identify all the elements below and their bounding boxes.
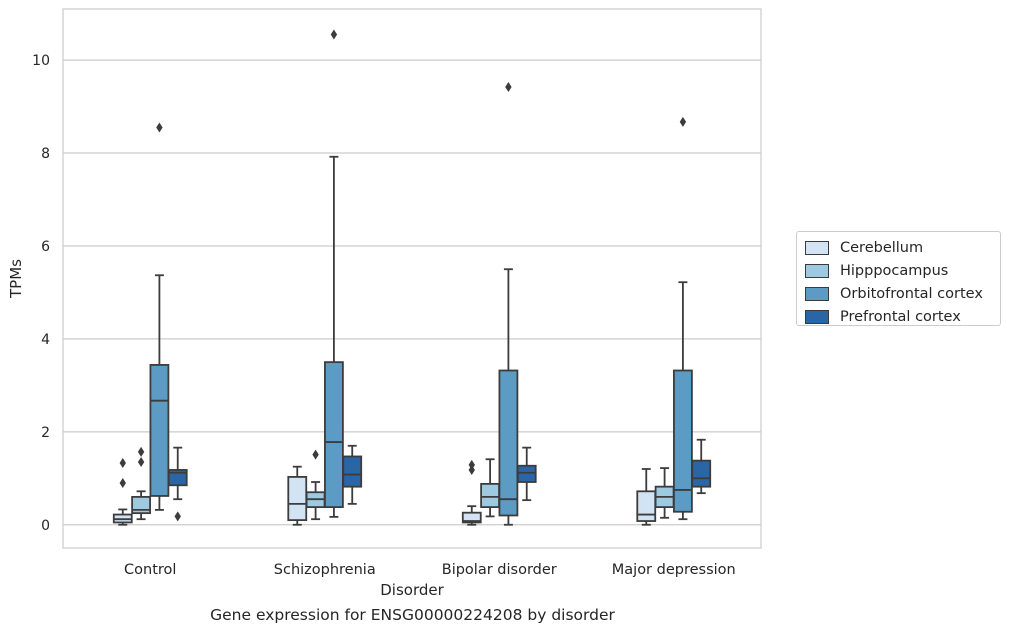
- box-2-3: [516, 446, 537, 502]
- box-iqr: [691, 459, 712, 488]
- legend-swatch: [805, 263, 829, 278]
- y-tick-label: 4: [41, 332, 50, 348]
- box-0-0: [112, 457, 133, 526]
- legend-label: Prefrontal cortex: [840, 308, 961, 325]
- legend-item: Hipppocampus: [805, 259, 1000, 282]
- outlier-point: [156, 122, 163, 133]
- legend-item: Orbitofrontal cortex: [805, 282, 1000, 305]
- box-3-1: [654, 467, 675, 519]
- box-1-1: [305, 449, 326, 521]
- outlier-point: [137, 446, 145, 457]
- y-axis-label: TPMs: [7, 259, 25, 299]
- outlier-point: [119, 477, 126, 488]
- y-tick-label: 0: [41, 518, 50, 534]
- box-0-2: [149, 122, 170, 511]
- x-tick-label: Major depression: [612, 562, 736, 578]
- box-iqr: [342, 455, 363, 488]
- box-3-0: [636, 468, 657, 526]
- box-2-2: [498, 82, 519, 526]
- box-1-0: [287, 465, 308, 526]
- legend-label: Orbitofrontal cortex: [840, 285, 983, 302]
- box-iqr: [516, 464, 537, 483]
- legend-label: Cerebellum: [840, 239, 924, 256]
- legend-swatch: [805, 286, 829, 301]
- outlier-point: [119, 457, 126, 468]
- y-tick-label: 10: [32, 53, 50, 69]
- x-tick-label: Bipolar disorder: [442, 562, 557, 578]
- box-iqr: [636, 490, 657, 522]
- y-tick-label: 8: [41, 146, 50, 162]
- outlier-point: [330, 29, 338, 40]
- legend-swatch: [805, 309, 829, 324]
- x-tick-label: Control: [124, 562, 176, 578]
- box-3-2: [673, 116, 693, 521]
- box-iqr: [287, 476, 308, 522]
- outlier-point: [174, 511, 181, 522]
- box-iqr: [498, 369, 519, 517]
- box-1-2: [324, 29, 344, 518]
- box-iqr: [461, 511, 482, 524]
- chart-caption: Gene expression for ENSG00000224208 by d…: [210, 606, 615, 624]
- box-iqr: [324, 361, 344, 509]
- y-tick-label: 2: [41, 425, 50, 441]
- box-iqr: [149, 364, 170, 497]
- legend-item: Prefrontal cortex: [805, 305, 1000, 328]
- x-tick-label: Schizophrenia: [274, 562, 376, 578]
- x-axis-label: Disorder: [380, 581, 444, 599]
- box-0-3: [167, 446, 188, 522]
- box-2-1: [480, 458, 500, 518]
- box-3-3: [691, 438, 712, 495]
- legend-label: Hipppocampus: [840, 262, 949, 279]
- legend-swatch: [805, 240, 829, 255]
- box-1-3: [342, 444, 363, 505]
- legend: Cerebellum Hipppocampus Orbitofrontal cort…: [796, 231, 1001, 326]
- y-tick-label: 6: [41, 239, 50, 255]
- x-axis-ticks: Control Schizophrenia Bipolar disorder Majo…: [124, 562, 736, 578]
- box-0-1: [131, 446, 151, 521]
- box-iqr: [673, 369, 693, 513]
- box-iqr: [480, 482, 500, 509]
- outlier-point: [137, 457, 145, 468]
- box-2-0: [461, 459, 482, 526]
- outlier-point: [468, 459, 475, 470]
- boxes: [112, 29, 712, 526]
- outlier-point: [312, 449, 319, 460]
- outlier-point: [468, 464, 475, 475]
- plot-frame: [62, 8, 762, 549]
- legend-item: Cerebellum: [805, 236, 1000, 259]
- y-axis-ticks: 0 2 4 6 8 10: [32, 53, 50, 534]
- outlier-point: [679, 116, 687, 127]
- outlier-point: [505, 82, 512, 93]
- box-iqr: [167, 469, 188, 487]
